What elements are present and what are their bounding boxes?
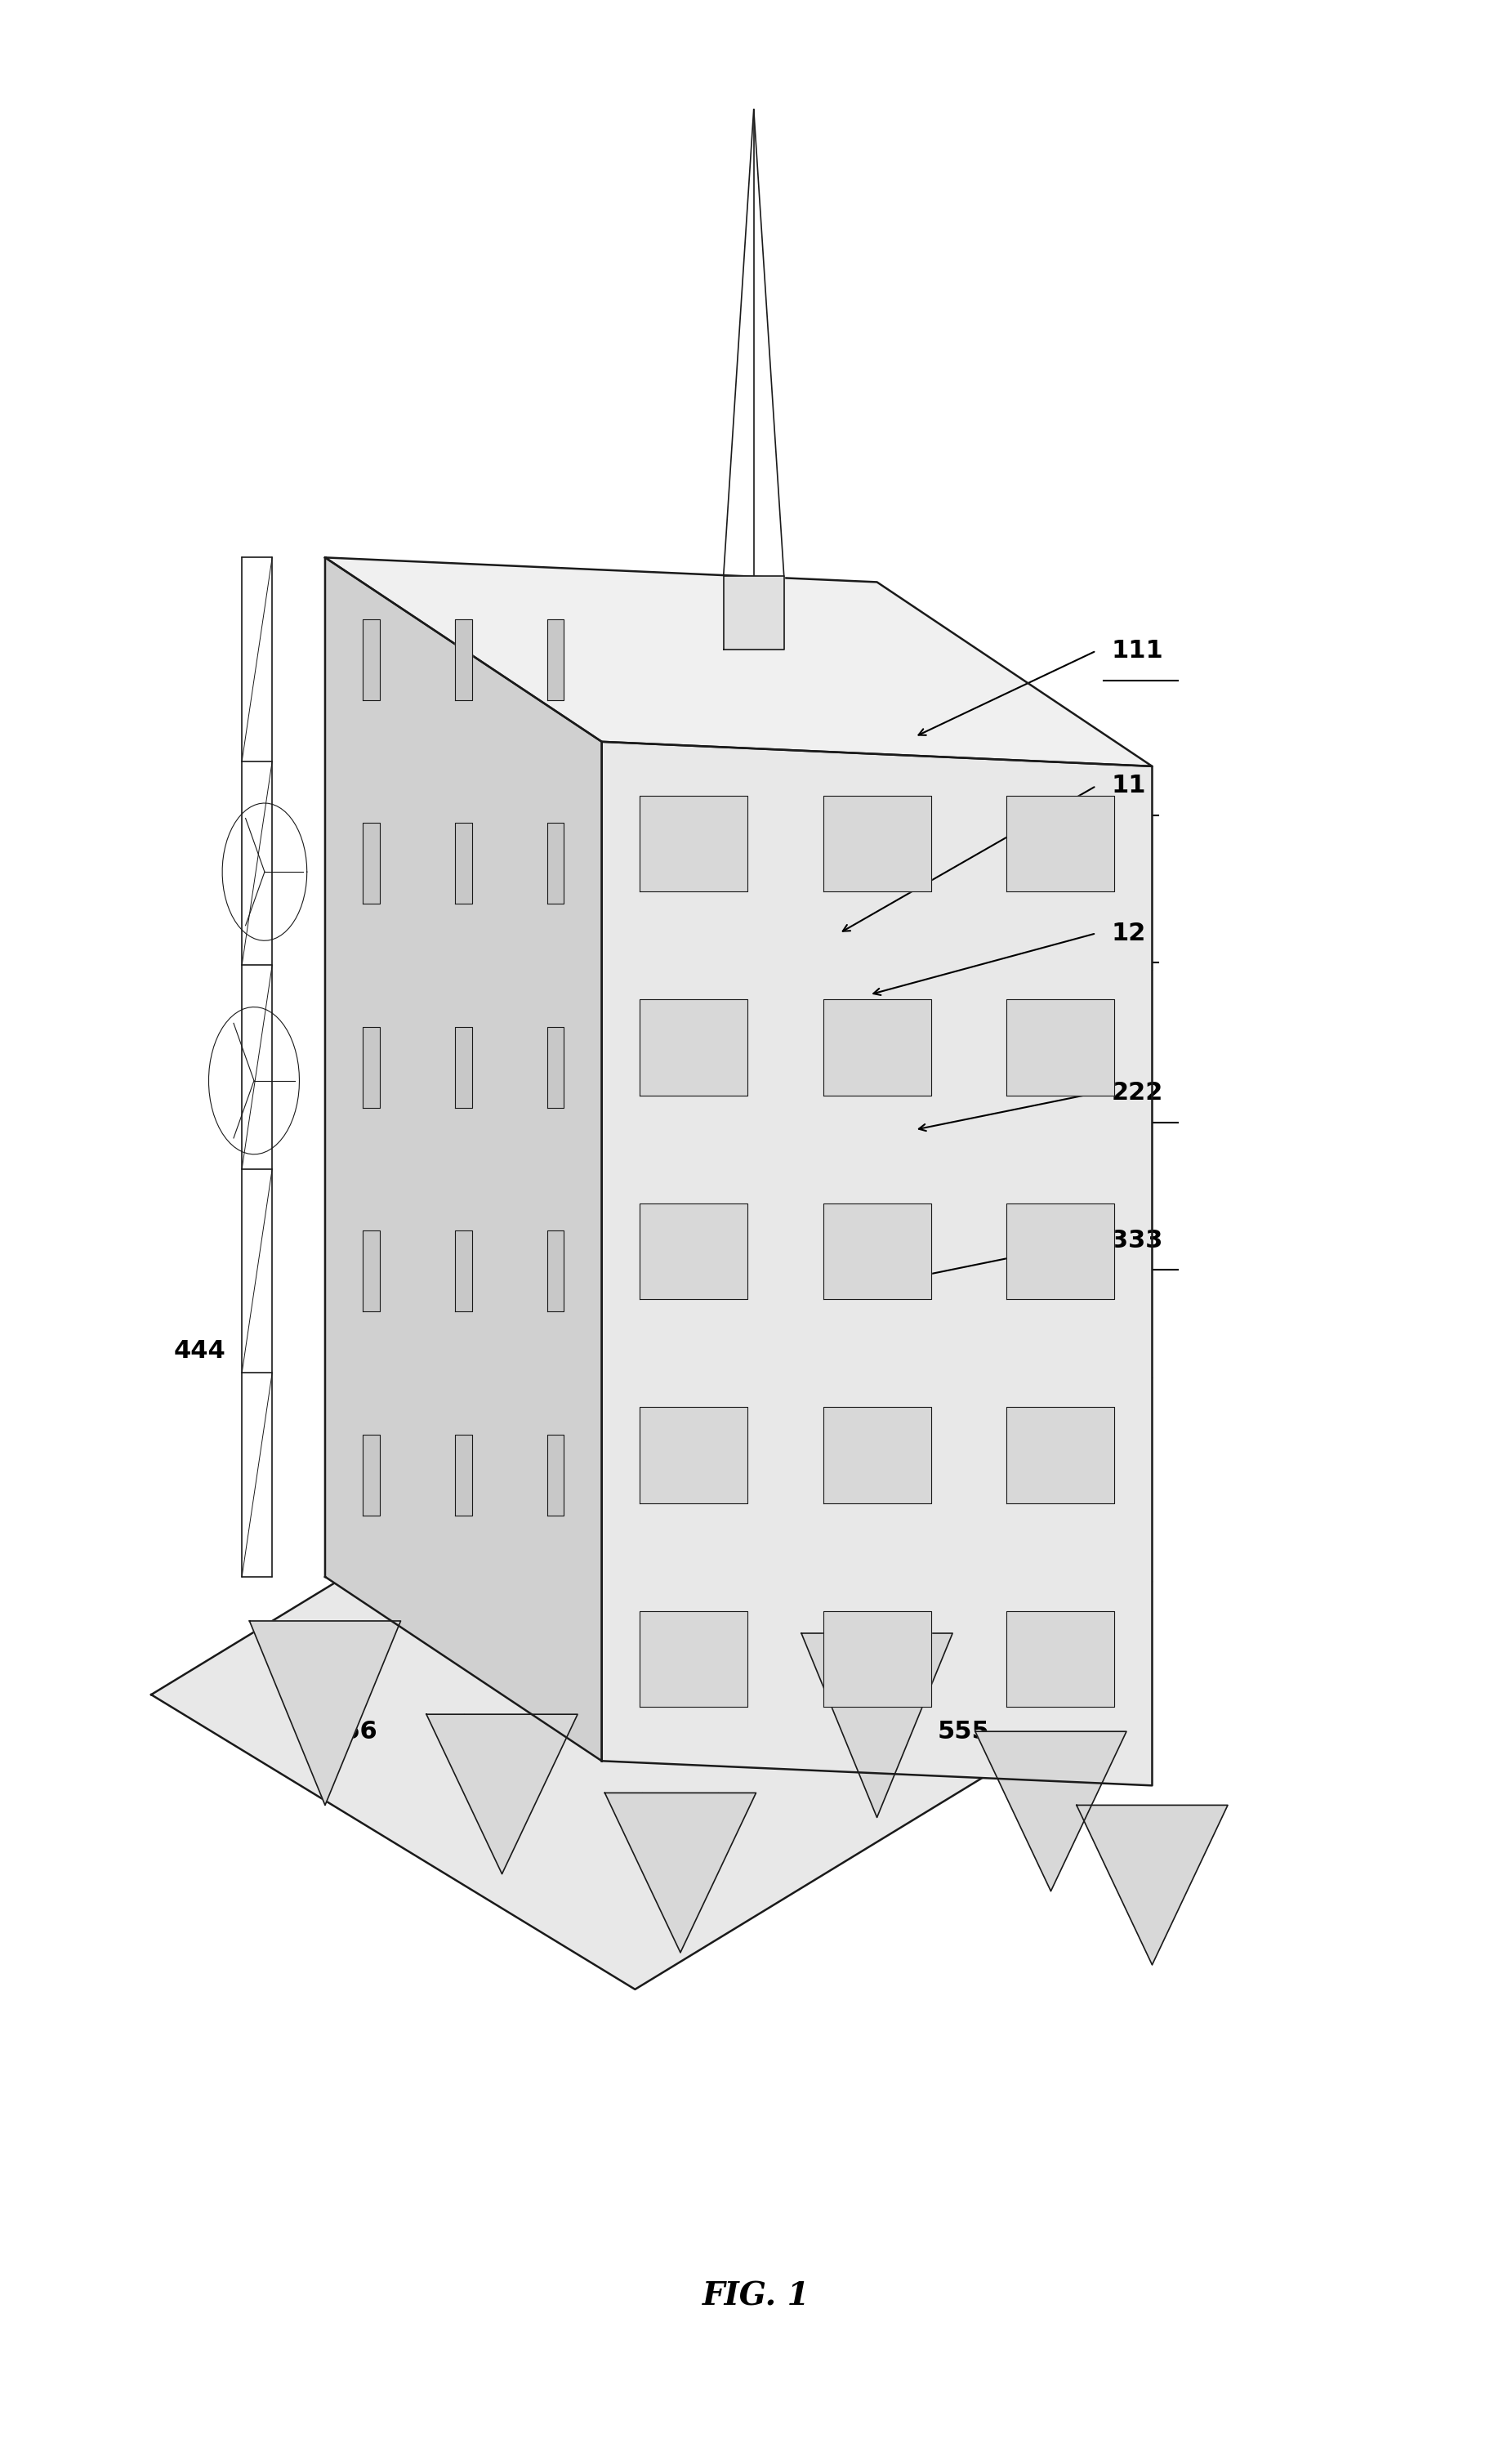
Polygon shape bbox=[1007, 1000, 1114, 1095]
Text: 333: 333 bbox=[1111, 1228, 1163, 1253]
Polygon shape bbox=[547, 1230, 564, 1312]
Polygon shape bbox=[363, 1027, 380, 1108]
Text: 12: 12 bbox=[1111, 921, 1146, 946]
Polygon shape bbox=[823, 1203, 931, 1299]
Polygon shape bbox=[547, 1434, 564, 1515]
Polygon shape bbox=[1007, 1407, 1114, 1503]
Text: 222: 222 bbox=[1111, 1081, 1163, 1105]
Polygon shape bbox=[325, 558, 602, 1761]
Polygon shape bbox=[801, 1633, 953, 1817]
Polygon shape bbox=[547, 619, 564, 700]
Polygon shape bbox=[640, 1000, 747, 1095]
Polygon shape bbox=[1007, 1611, 1114, 1707]
Polygon shape bbox=[640, 1203, 747, 1299]
Polygon shape bbox=[823, 1611, 931, 1707]
Text: 111: 111 bbox=[1111, 639, 1163, 663]
Polygon shape bbox=[455, 823, 472, 904]
Polygon shape bbox=[455, 1434, 472, 1515]
Polygon shape bbox=[823, 1000, 931, 1095]
Polygon shape bbox=[640, 796, 747, 892]
Polygon shape bbox=[640, 1407, 747, 1503]
Polygon shape bbox=[426, 1714, 578, 1874]
Polygon shape bbox=[640, 1611, 747, 1707]
Polygon shape bbox=[602, 742, 1152, 1786]
Polygon shape bbox=[975, 1731, 1126, 1891]
Polygon shape bbox=[1007, 796, 1114, 892]
Polygon shape bbox=[547, 823, 564, 904]
Text: FIG. 1: FIG. 1 bbox=[702, 2282, 810, 2311]
Polygon shape bbox=[605, 1793, 756, 1953]
Text: 11: 11 bbox=[1111, 774, 1146, 798]
Text: 666: 666 bbox=[325, 1719, 376, 1744]
Polygon shape bbox=[1077, 1805, 1228, 1965]
Polygon shape bbox=[363, 1230, 380, 1312]
Text: 444: 444 bbox=[174, 1339, 225, 1363]
Polygon shape bbox=[249, 1621, 401, 1805]
Polygon shape bbox=[723, 577, 783, 651]
Polygon shape bbox=[151, 1400, 1119, 1989]
Text: 555: 555 bbox=[937, 1719, 989, 1744]
Polygon shape bbox=[823, 796, 931, 892]
Polygon shape bbox=[325, 558, 1152, 766]
Polygon shape bbox=[363, 823, 380, 904]
Polygon shape bbox=[455, 1230, 472, 1312]
Polygon shape bbox=[455, 1027, 472, 1108]
Polygon shape bbox=[363, 619, 380, 700]
Polygon shape bbox=[823, 1407, 931, 1503]
Polygon shape bbox=[1007, 1203, 1114, 1299]
Polygon shape bbox=[455, 619, 472, 700]
Polygon shape bbox=[547, 1027, 564, 1108]
Polygon shape bbox=[363, 1434, 380, 1515]
